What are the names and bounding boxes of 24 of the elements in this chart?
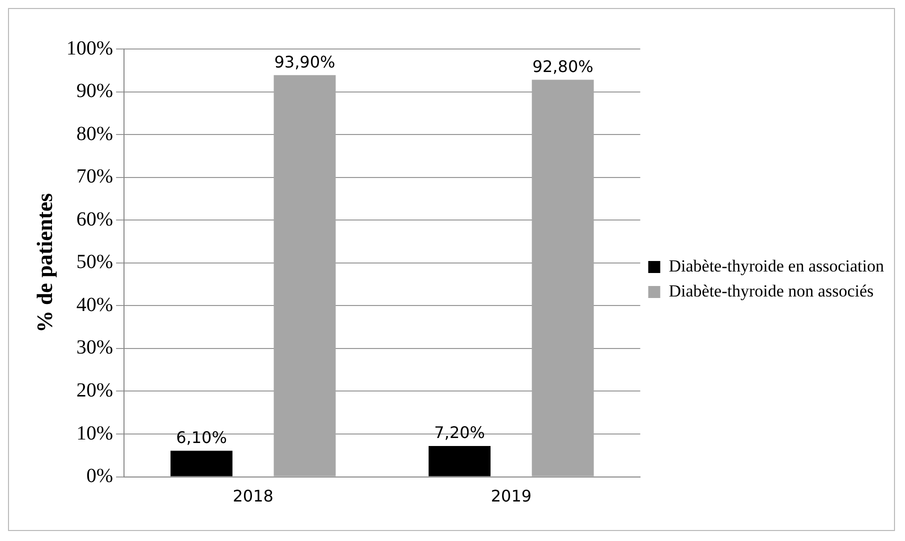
y-tick-label: 50% xyxy=(76,251,114,274)
data-label: 6,10% xyxy=(176,428,227,447)
bar xyxy=(532,80,594,476)
y-tick-label: 10% xyxy=(76,422,114,444)
y-tick-label: 90% xyxy=(76,80,114,102)
bar xyxy=(274,75,336,476)
bar xyxy=(170,450,232,476)
y-tick-label: 80% xyxy=(76,122,114,145)
data-label: 93,90% xyxy=(274,52,336,72)
y-tick-label: 60% xyxy=(76,208,114,230)
y-tick-label: 100% xyxy=(66,37,114,60)
y-tick-label: 0% xyxy=(86,465,114,488)
data-label: 7,20% xyxy=(434,423,485,442)
bar xyxy=(428,446,491,476)
y-tick-label: 30% xyxy=(76,336,114,359)
y-tick-label: 70% xyxy=(76,166,114,188)
y-tick-label: 20% xyxy=(76,379,114,402)
legend-label: Diabète-thyroide non associés xyxy=(668,281,874,300)
y-tick-label: 40% xyxy=(76,294,114,316)
data-label: 92,80% xyxy=(532,56,594,76)
legend-label: Diabète-thyroide en association xyxy=(668,256,884,276)
y-axis-title: % de patientes xyxy=(32,192,57,333)
x-tick-label: 2018 xyxy=(232,486,274,506)
x-tick-label: 2019 xyxy=(490,486,532,506)
